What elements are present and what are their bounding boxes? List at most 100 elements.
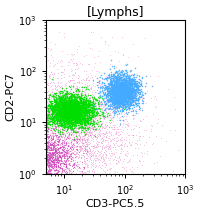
Point <box>72 95 75 98</box>
Point <box>70 107 73 111</box>
Point <box>83 114 86 117</box>
Point <box>68 104 71 107</box>
Point <box>69 100 72 103</box>
Point <box>77 113 80 116</box>
Point <box>58 99 61 103</box>
Point <box>63 119 66 122</box>
Point <box>119 92 122 95</box>
Point <box>84 110 88 114</box>
Point <box>72 104 75 108</box>
Point <box>56 112 59 115</box>
Point <box>128 86 131 89</box>
Point <box>123 75 126 78</box>
Point <box>115 161 118 164</box>
Point <box>119 82 122 86</box>
Point <box>100 103 103 106</box>
Point <box>70 117 73 120</box>
Point <box>56 101 60 105</box>
Point <box>88 102 92 106</box>
Point <box>131 91 134 95</box>
Point <box>78 74 81 78</box>
Point <box>89 113 92 117</box>
Point <box>126 119 129 123</box>
Point <box>113 105 116 109</box>
Point <box>80 124 83 127</box>
Point <box>64 162 67 166</box>
Point <box>62 110 65 114</box>
Point <box>92 110 96 113</box>
Point <box>70 120 73 123</box>
Point <box>72 106 75 109</box>
Point <box>94 112 98 115</box>
Point <box>51 160 54 164</box>
Point <box>45 152 48 156</box>
Point <box>118 99 122 102</box>
Point <box>107 90 111 93</box>
Point <box>59 126 62 130</box>
Point <box>77 95 80 98</box>
Point <box>63 140 67 143</box>
Point <box>114 109 118 113</box>
Point <box>132 75 135 79</box>
Point <box>68 114 71 117</box>
Point <box>111 145 114 149</box>
Point <box>127 92 130 95</box>
Point <box>53 152 57 156</box>
Point <box>59 100 63 103</box>
Point <box>109 71 113 74</box>
Point <box>139 89 143 93</box>
Point <box>115 104 119 107</box>
Point <box>124 95 127 98</box>
Point <box>55 121 58 124</box>
Point <box>82 129 86 133</box>
Point <box>124 95 127 99</box>
Point <box>46 171 49 175</box>
Point <box>118 102 122 105</box>
Point <box>58 101 61 105</box>
Point <box>64 142 67 145</box>
Point <box>63 110 67 113</box>
Point <box>100 107 103 110</box>
Point <box>128 90 131 94</box>
Point <box>63 106 66 110</box>
Point <box>86 169 89 173</box>
Point <box>60 102 63 106</box>
Point <box>80 96 84 100</box>
Point <box>118 78 121 81</box>
Point <box>60 147 63 151</box>
Point <box>119 86 122 89</box>
Point <box>79 104 82 107</box>
Point <box>81 144 84 147</box>
Point <box>79 112 82 115</box>
Point <box>118 100 121 104</box>
Point <box>125 155 128 158</box>
Point <box>50 149 53 152</box>
Point <box>72 108 75 112</box>
Point <box>72 111 76 114</box>
Point <box>114 78 118 82</box>
Point <box>67 109 70 113</box>
Point <box>47 112 50 116</box>
Point <box>130 84 133 88</box>
Point <box>69 153 72 157</box>
Point <box>133 101 137 104</box>
Point <box>53 109 56 112</box>
Point <box>78 149 82 152</box>
Point <box>92 158 95 162</box>
Point <box>123 97 126 100</box>
Point <box>121 89 124 92</box>
Point <box>82 158 85 161</box>
Point <box>97 127 101 131</box>
Point <box>119 93 123 96</box>
Point <box>68 172 71 175</box>
Point <box>132 89 135 92</box>
Point <box>58 128 61 132</box>
Point <box>48 132 51 135</box>
Point <box>119 76 122 80</box>
Point <box>65 116 68 120</box>
Point <box>129 88 132 92</box>
Point <box>56 169 59 172</box>
Point <box>123 94 126 97</box>
Point <box>117 98 120 102</box>
Point <box>123 123 127 126</box>
